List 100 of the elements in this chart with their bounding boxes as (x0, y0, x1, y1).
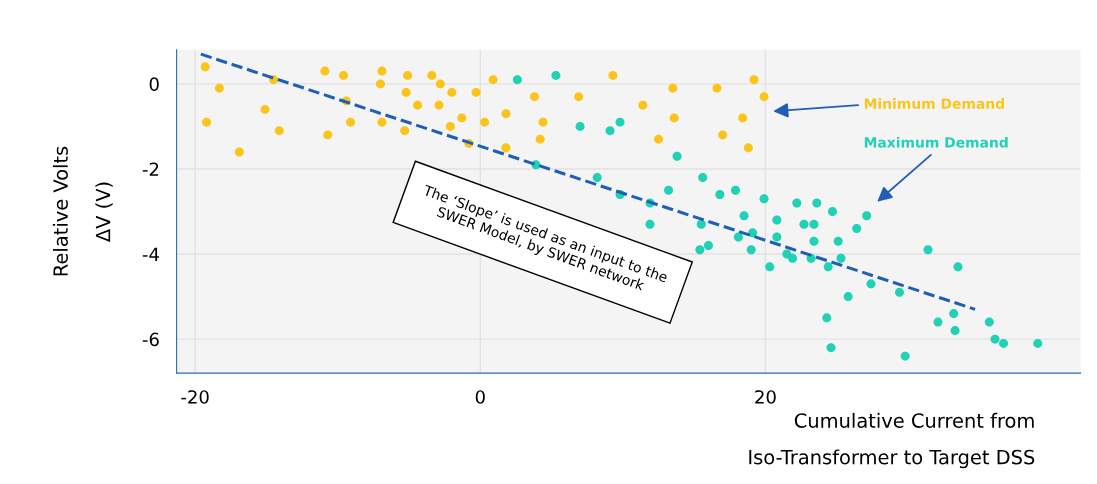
point (894, 287, 904, 297)
y-tick-label: 0 (149, 77, 159, 91)
point (772, 215, 782, 225)
point (538, 117, 548, 127)
point (320, 66, 330, 76)
point (852, 224, 862, 234)
point (346, 117, 356, 127)
point (668, 83, 678, 93)
point (338, 70, 348, 80)
point (900, 351, 910, 361)
point (703, 241, 713, 251)
point (434, 100, 444, 110)
point (551, 70, 561, 80)
annotation: Maximum Demand (864, 136, 1008, 148)
point (923, 245, 933, 255)
point (698, 172, 708, 182)
point (712, 83, 722, 93)
y-tick-label: -2 (142, 162, 159, 176)
point (471, 87, 481, 97)
point (645, 219, 655, 229)
point (749, 75, 759, 85)
point (759, 92, 769, 102)
point (535, 134, 545, 144)
point (574, 92, 584, 102)
point (792, 198, 802, 208)
y-tick-label: -6 (142, 332, 159, 347)
point (234, 147, 244, 157)
point (999, 338, 1009, 348)
point (376, 79, 385, 89)
point (214, 83, 224, 93)
point (772, 232, 782, 242)
point (866, 279, 876, 289)
x-tick-label: 20 (755, 390, 776, 404)
point (435, 79, 445, 89)
point (833, 236, 843, 246)
point (377, 66, 387, 76)
point (480, 117, 490, 127)
point (608, 70, 618, 80)
point (638, 100, 648, 110)
point (765, 262, 775, 272)
point (377, 117, 387, 127)
point (457, 113, 467, 123)
point (788, 253, 798, 263)
text: Relative Volts ΔV (V) (52, 146, 113, 276)
point (836, 253, 846, 263)
point (200, 62, 210, 72)
point (984, 317, 994, 327)
point (664, 185, 673, 195)
point (733, 232, 743, 242)
point (695, 245, 705, 255)
point (413, 100, 423, 110)
point (445, 121, 455, 131)
point (933, 317, 943, 327)
point (654, 134, 664, 144)
point (823, 262, 833, 272)
point (605, 126, 615, 136)
point (427, 70, 437, 80)
point (323, 130, 333, 140)
point (715, 189, 725, 199)
point (447, 87, 457, 97)
point (738, 113, 748, 123)
point (812, 198, 822, 208)
point (739, 211, 749, 221)
point (743, 143, 753, 153)
point (862, 211, 872, 221)
point (400, 126, 410, 136)
point (672, 151, 682, 161)
point (809, 236, 819, 246)
point (615, 117, 625, 127)
point (822, 313, 832, 323)
point (827, 207, 837, 217)
point (990, 334, 1000, 344)
point (696, 219, 706, 229)
point (843, 292, 853, 302)
point (953, 262, 963, 272)
point (575, 121, 585, 131)
y-tick-label: -4 (142, 247, 159, 261)
point (746, 245, 756, 255)
point (669, 113, 679, 123)
point (529, 92, 539, 102)
point (512, 75, 522, 85)
x-tick-label: -20 (181, 390, 209, 404)
point (731, 185, 741, 195)
point (501, 109, 511, 119)
point (274, 126, 284, 136)
point (809, 219, 819, 229)
point (401, 87, 411, 97)
point (202, 117, 212, 127)
point (748, 228, 758, 238)
point (488, 75, 498, 85)
point (799, 219, 809, 229)
point (403, 70, 413, 80)
point (501, 143, 511, 153)
point (949, 309, 959, 319)
point (718, 130, 728, 140)
point (1033, 338, 1043, 348)
annotation: Minimum Demand (864, 98, 1004, 109)
point (592, 172, 602, 182)
point (950, 326, 960, 336)
x-axis-title: Cumulative Current from Iso-Transformer to Target DSS (749, 412, 1035, 469)
